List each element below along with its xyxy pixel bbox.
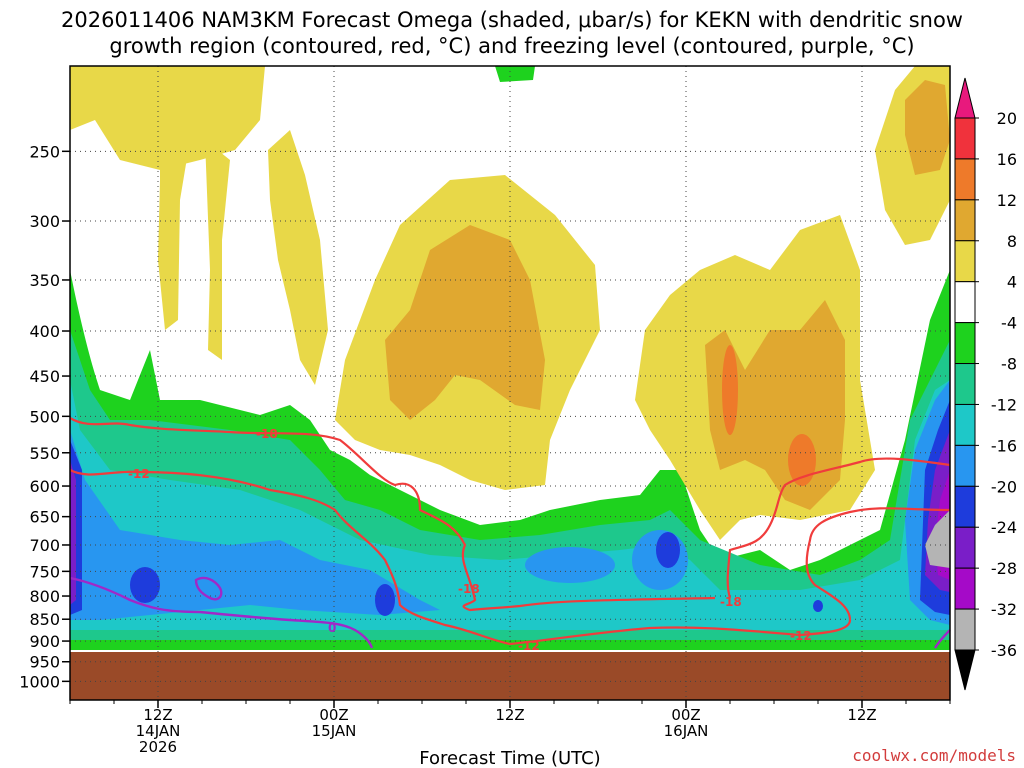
y-tick-label: 400 <box>29 322 60 341</box>
y-tick-label: 550 <box>29 444 60 463</box>
y-tick-label: 450 <box>29 367 60 386</box>
colorbar-label: -8 <box>1001 355 1017 374</box>
colorbar-swatch <box>954 608 976 651</box>
grid-lines <box>70 66 950 700</box>
colorbar-label: 8 <box>1007 232 1017 251</box>
contour-zero-loop <box>194 576 223 601</box>
y-tick-label: 950 <box>29 653 60 672</box>
colorbar-label: 4 <box>1007 273 1017 292</box>
omega-cell-darkblue-b <box>375 584 395 616</box>
contour-label: 0 <box>328 621 336 635</box>
omega-region-gray-right <box>925 510 950 568</box>
colorbar-swatch <box>954 526 976 569</box>
y-tick-label: 300 <box>29 212 60 231</box>
colorbar-bottom-arrow <box>954 649 976 691</box>
colorbar-swatch <box>954 158 976 201</box>
contour-zero-line <box>69 576 374 649</box>
colorbar-label: 16 <box>997 150 1017 169</box>
colorbar-label: -24 <box>991 518 1017 537</box>
x-tick-label: 14JAN <box>136 722 181 740</box>
contour-minus12-upper <box>69 469 511 646</box>
y-tick-label: 900 <box>29 632 60 651</box>
colorbar-label: -20 <box>991 477 1017 496</box>
colorbar-swatch <box>954 363 976 405</box>
colorbar-swatch <box>954 567 976 610</box>
y-tick-label: 600 <box>29 477 60 496</box>
colorbar-label: -36 <box>991 641 1017 660</box>
y-tick-label: 850 <box>29 610 60 629</box>
x-tick-label: 00Z <box>319 706 348 724</box>
y-axis: 250 300 350 400 450 500 550 600 650 700 750 800 850 9… <box>19 142 70 691</box>
contour-zero-right <box>933 629 951 649</box>
dendritic-contours <box>69 417 951 646</box>
x-tick-label: 12Z <box>847 706 876 724</box>
contour-label: -12 <box>790 629 812 643</box>
omega-cell-darkorange-b <box>788 434 816 486</box>
colorbar-swatch <box>954 485 976 528</box>
y-tick-label: 500 <box>29 407 60 426</box>
x-axis-label: Forecast Time (UTC) <box>419 748 600 768</box>
omega-region-green-top <box>495 66 535 82</box>
omega-cell-darkorange-a <box>722 345 738 435</box>
x-tick-label: 16JAN <box>664 722 709 740</box>
colorbar-swatch <box>954 403 976 446</box>
omega-region-orange-top-right <box>905 80 950 175</box>
x-tick-label: 15JAN <box>312 722 357 740</box>
chart-title-line1: 2026011406 NAM3KM Forecast Omega (shaded… <box>61 8 963 32</box>
contour-label: -18 <box>256 427 278 441</box>
freezing-level-contours <box>69 576 951 649</box>
colorbar-label: 20 <box>997 109 1017 128</box>
contour-label: -18 <box>720 595 742 609</box>
y-tick-label: 1000 <box>19 672 60 691</box>
colorbar-label: -16 <box>991 436 1017 455</box>
colorbar-swatch <box>954 199 976 242</box>
chart-title-line2: growth region (contoured, red, °C) and f… <box>109 34 914 58</box>
x-tick-label: 2026 <box>139 738 177 756</box>
contour-minus18-upper <box>69 417 716 612</box>
contour-minus12-lower <box>509 507 951 646</box>
contour-minus18-right <box>726 457 951 599</box>
omega-cell-blue-a <box>525 547 615 583</box>
colorbar-top-arrow <box>954 77 976 119</box>
y-tick-label: 650 <box>29 508 60 527</box>
x-tick-label: 12Z <box>143 706 172 724</box>
x-tick-label: 12Z <box>495 706 524 724</box>
contour-label-group: -18 -12 -18 -18 -12 -12 0 <box>128 427 812 653</box>
colorbar-swatch <box>954 444 976 487</box>
x-tick-label: 00Z <box>671 706 700 724</box>
omega-region-orange-center <box>385 225 545 420</box>
y-tick-label: 350 <box>29 271 60 290</box>
omega-cell-darkblue-a <box>130 567 160 603</box>
colorbar-label: 12 <box>997 191 1017 210</box>
contour-label: -12 <box>518 639 540 653</box>
omega-region-purple-left <box>70 460 76 605</box>
omega-cell-darkblue-c <box>656 532 680 568</box>
colorbar-label: -32 <box>991 600 1017 619</box>
contour-label: -12 <box>128 467 150 481</box>
y-tick-label: 250 <box>29 142 60 161</box>
colorbar-swatch <box>954 281 976 324</box>
omega-cell-darkblue-d <box>813 600 823 612</box>
colorbar-swatch <box>954 117 976 160</box>
omega-region-yellow-strip <box>158 100 190 330</box>
omega-region-yellow-col-a <box>205 140 230 360</box>
plot-area: -18 -12 -18 -18 -12 -12 0 <box>69 65 951 701</box>
y-tick-label: 700 <box>29 536 60 555</box>
colorbar-label: -28 <box>991 559 1017 578</box>
colorbar-swatch <box>954 240 976 283</box>
omega-region-blue <box>70 430 440 620</box>
credit-text: coolwx.com/models <box>852 746 1016 765</box>
colorbar-label: -4 <box>1001 314 1017 333</box>
colorbar: 20 16 12 8 4 -4 -8 -12 -16 -20 -24 -28 -32 -36 <box>954 77 1017 691</box>
colorbar-label: -12 <box>991 395 1017 414</box>
omega-region-yellow-col-b <box>268 130 328 385</box>
contour-label: -18 <box>458 582 480 596</box>
y-tick-label: 750 <box>29 562 60 581</box>
colorbar-swatch <box>954 322 976 365</box>
y-tick-label: 800 <box>29 587 60 606</box>
